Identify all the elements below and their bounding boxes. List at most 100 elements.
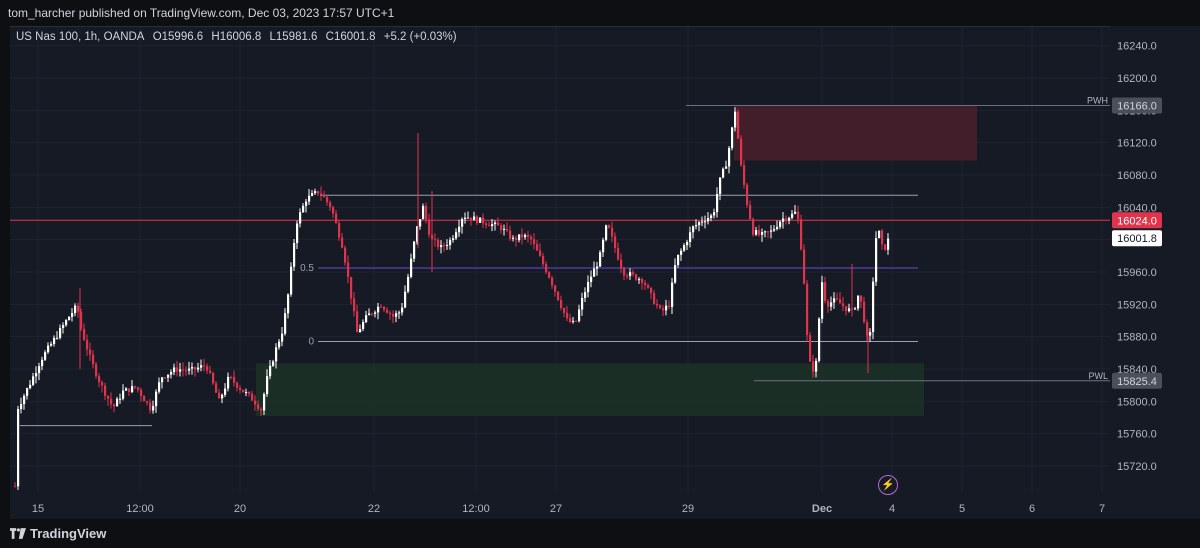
candle-body <box>290 266 293 295</box>
price-tag <box>1112 212 1162 229</box>
candle-body <box>749 205 752 220</box>
candle-body <box>788 217 791 221</box>
candle-body <box>503 228 506 230</box>
candle-body <box>407 276 410 292</box>
candle-body <box>176 367 179 372</box>
candle-body <box>62 325 65 328</box>
candle-body <box>764 231 767 233</box>
candle-body <box>68 316 71 321</box>
candle-body <box>797 211 800 220</box>
candle-body <box>317 191 320 194</box>
candle-body <box>644 282 647 286</box>
candle-body <box>38 366 41 374</box>
candle-body <box>500 225 503 230</box>
candle-body <box>224 388 227 395</box>
candle-body <box>350 276 353 299</box>
candle-body <box>359 329 362 333</box>
candle-body <box>242 389 245 393</box>
candle-body <box>572 320 575 323</box>
candle-body <box>296 223 299 244</box>
candle-body <box>182 369 185 371</box>
candle-body <box>266 376 269 395</box>
candle-body <box>761 232 764 235</box>
candle-body <box>548 272 551 278</box>
candle-body <box>542 255 545 265</box>
candle-body <box>560 299 563 308</box>
candle-body <box>779 221 782 227</box>
candle-body <box>392 313 395 317</box>
time-tick-label: 22 <box>368 503 380 515</box>
candle-body <box>191 367 194 369</box>
candle-body <box>146 401 149 403</box>
change-value: +5.2 (+0.03%) <box>383 31 457 43</box>
candle-body <box>728 148 731 167</box>
footer-bar: TradingView <box>0 519 1200 548</box>
candle-body <box>167 374 170 378</box>
candle-body <box>257 404 260 409</box>
candle-body <box>647 285 650 288</box>
price-tick-label: 16080.0 <box>1117 170 1157 182</box>
candle-body <box>95 364 98 377</box>
candle-body <box>332 207 335 214</box>
candle-body <box>74 305 77 314</box>
candle-body <box>188 368 191 371</box>
candle-body <box>722 168 725 178</box>
candle-body <box>725 166 728 169</box>
candle-body <box>806 283 809 336</box>
candle-body <box>713 212 716 216</box>
candle-body <box>326 197 329 203</box>
candle-body <box>161 377 164 383</box>
time-tick-label: 7 <box>1099 503 1105 515</box>
candle-body <box>395 313 398 317</box>
publisher-bar: tom_harcher published on TradingView.com… <box>0 0 1200 26</box>
candle-body <box>581 297 584 310</box>
candle-body <box>305 201 308 206</box>
candle-body <box>605 225 608 240</box>
candle-body <box>755 230 758 235</box>
candle-body <box>566 312 569 319</box>
candle-body <box>491 224 494 227</box>
candle-body <box>185 370 188 372</box>
price-tag-value: 16001.8 <box>1117 233 1157 245</box>
candle-body <box>674 265 677 283</box>
lightning-icon[interactable]: ⚡ <box>878 475 898 495</box>
candle-body <box>473 216 476 221</box>
axis-layer: 15720.015760.015800.015840.015880.015920… <box>32 41 1157 515</box>
candle-body <box>116 398 119 407</box>
candle-body <box>56 337 59 339</box>
candle-body <box>668 305 671 307</box>
candle-body <box>482 217 485 224</box>
candle-body <box>704 221 707 223</box>
candle-body <box>20 404 23 410</box>
price-tick-label: 15920.0 <box>1117 299 1157 311</box>
candle-body <box>701 221 704 223</box>
candle-body <box>551 277 554 286</box>
candle-body <box>311 193 314 196</box>
candle-body <box>587 281 590 293</box>
symbol-name[interactable]: US Nas 100, 1h, OANDA <box>16 31 145 43</box>
candle-body <box>275 347 278 362</box>
price-tick-label: 16120.0 <box>1117 138 1157 150</box>
candle-body <box>440 245 443 248</box>
candle-body <box>665 305 668 311</box>
candle-body <box>140 389 143 397</box>
candle-body <box>518 234 521 241</box>
candle-body <box>404 291 407 308</box>
candle-body <box>590 276 593 282</box>
candle-body <box>887 238 890 250</box>
candle-body <box>869 332 872 336</box>
price-tag-name: PWL <box>1088 371 1108 381</box>
price-tag <box>1112 230 1162 247</box>
candle-body <box>782 218 785 222</box>
candle-body <box>269 365 272 377</box>
candle-body <box>626 275 629 277</box>
candle-body <box>86 339 89 350</box>
time-tick-label: 15 <box>32 503 44 515</box>
candle-body <box>641 279 644 283</box>
candle-body <box>710 215 713 219</box>
candle-body <box>104 385 107 396</box>
candle-body <box>53 337 56 344</box>
tradingview-logo[interactable]: TradingView <box>10 526 106 541</box>
candle-body <box>215 383 218 393</box>
time-tick-label: 29 <box>682 503 694 515</box>
